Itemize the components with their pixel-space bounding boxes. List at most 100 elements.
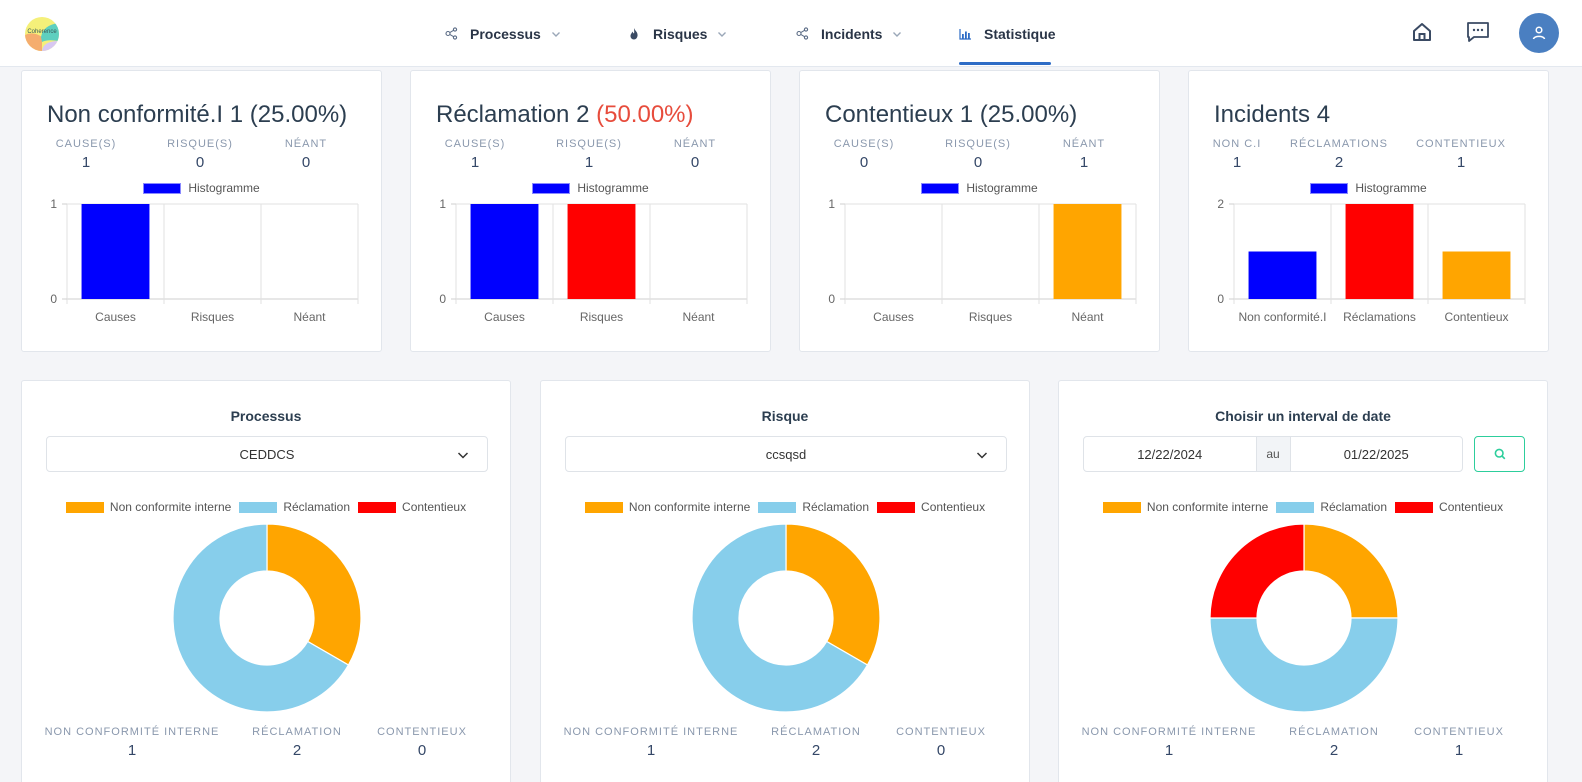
nav-label: Risques [653, 25, 708, 42]
nav-label: Statistique [984, 25, 1056, 42]
donut-slice[interactable] [266, 523, 362, 666]
legend-label: Contentieux [402, 500, 467, 514]
nav-statistique[interactable]: Statistique [959, 0, 1056, 67]
legend-swatch [1395, 501, 1434, 513]
legend-label: Non conformite interne [109, 500, 232, 514]
bar-chart: 0 1 Causes Risques Néant [828, 197, 1137, 324]
kpi-label: Néant [673, 138, 717, 150]
legend-item[interactable]: Contentieux [877, 500, 985, 514]
kpi-neant: Néant 0 [246, 138, 366, 171]
donut-slice[interactable] [172, 523, 350, 713]
legend-label: Non conformite interne [1146, 500, 1269, 514]
legend-item[interactable]: Réclamation [1276, 500, 1387, 514]
bar[interactable] [1053, 204, 1122, 299]
bar[interactable] [470, 204, 539, 299]
legend-label: Réclamation [1320, 500, 1388, 514]
x-tick-label: Contentieux [1444, 310, 1508, 324]
user-avatar-button[interactable] [1519, 13, 1559, 53]
home-icon [1413, 23, 1431, 41]
donut-chart [691, 523, 881, 713]
y-tick-label: 2 [1217, 197, 1224, 211]
legend-item[interactable]: Non conformite interne [1102, 500, 1269, 514]
kpi-label: Contentieux [1416, 138, 1506, 150]
kpi-label: Néant [1062, 138, 1106, 150]
kpi-non-conformite: Non conformité interne 1 [1079, 726, 1259, 759]
bar[interactable] [1442, 251, 1511, 300]
stat-title: Incidents 4 [1214, 101, 1330, 129]
kpi-label: Contentieux [1414, 726, 1504, 738]
donut-legend: Non conformite interne Réclamation Content… [1059, 500, 1547, 514]
search-button[interactable] [1474, 436, 1525, 472]
donut-slice[interactable] [1303, 523, 1399, 619]
kpi-label: Cause(s) [444, 138, 506, 150]
kpi-label: Non conformité interne [1081, 726, 1257, 738]
donut-slice[interactable] [785, 523, 881, 666]
chevron-down-icon [551, 29, 561, 39]
x-tick-label: Réclamations [1343, 310, 1416, 324]
bar[interactable] [1345, 204, 1414, 299]
chart-legend[interactable]: Histogramme [800, 181, 1159, 195]
nav-incidents[interactable]: Incidents [795, 0, 902, 67]
kpi-risques: Risque(s) 0 [918, 138, 1038, 171]
kpi-contentieux: Contentieux 0 [362, 726, 482, 759]
kpi-value: 1 [81, 154, 91, 171]
donut-slice[interactable] [691, 523, 869, 713]
donut-legend: Non conformite interne Réclamation Content… [541, 500, 1029, 514]
messages-button[interactable] [1465, 19, 1491, 45]
kpi-value: 1 [646, 742, 656, 759]
legend-label: Histogramme [188, 181, 260, 195]
chat-icon [1467, 22, 1489, 42]
date-separator: au [1255, 437, 1291, 471]
legend-item[interactable]: Réclamation [758, 500, 869, 514]
chart-legend[interactable]: Histogramme [22, 181, 381, 195]
y-tick-label: 0 [828, 292, 835, 306]
kpi-reclamation: Réclamation 2 [756, 726, 876, 759]
kpi-label: Contentieux [377, 726, 467, 738]
bar[interactable] [567, 204, 636, 299]
kpi-reclamation: Réclamation 2 [237, 726, 357, 759]
y-tick-label: 1 [50, 197, 57, 211]
date-from-input[interactable]: 12/22/2024 [1137, 446, 1203, 462]
bar[interactable] [81, 204, 150, 299]
kpi-value: 0 [417, 742, 427, 759]
kpi-contentieux: Contentieux 0 [881, 726, 1001, 759]
legend-item[interactable]: Contentieux [1395, 500, 1503, 514]
stat-title-label: Non conformité.I [47, 101, 224, 128]
kpi-value: 1 [584, 154, 594, 171]
stat-title: Contentieux 1 (25.00%) [825, 101, 1077, 129]
kpi-contentieux: Contentieux 1 [1401, 138, 1521, 171]
legend-item[interactable]: Contentieux [358, 500, 466, 514]
legend-item[interactable]: Non conformite interne [65, 500, 232, 514]
kpi-non-conformite: Non conformité interne 1 [42, 726, 222, 759]
section-title: Processus [230, 408, 302, 424]
donut-slice[interactable] [1209, 617, 1399, 713]
date-to-input[interactable]: 01/22/2025 [1343, 446, 1409, 462]
legend-item[interactable]: Non conformite interne [584, 500, 750, 514]
kpi-value: 0 [690, 154, 700, 171]
donut-legend: Non conformite interne Réclamation Content… [22, 500, 510, 514]
kpi-label: Contentieux [896, 726, 986, 738]
kpi-causes: Cause(s) 1 [26, 138, 146, 171]
risque-select[interactable]: ccsqsd [565, 436, 1007, 472]
logo[interactable]: Coherence [25, 17, 59, 51]
legend-swatch [1276, 501, 1315, 513]
donut-slice[interactable] [1209, 523, 1305, 619]
x-tick-label: Causes [484, 310, 525, 324]
kpi-value: 0 [195, 154, 205, 171]
legend-swatch [758, 501, 797, 513]
kpi-label: Réclamation [1289, 726, 1379, 738]
nav-processus[interactable]: Processus [444, 0, 561, 67]
x-tick-label: Risques [191, 310, 234, 324]
home-button[interactable] [1409, 19, 1435, 45]
chevron-down-icon [976, 449, 988, 464]
processus-select[interactable]: CEDDCS [46, 436, 488, 472]
nav-label: Processus [470, 25, 541, 42]
legend-item[interactable]: Réclamation [239, 500, 350, 514]
kpi-neant: Néant 1 [1024, 138, 1144, 171]
chart-legend[interactable]: Histogramme [1189, 181, 1548, 195]
bar[interactable] [1248, 251, 1317, 300]
stat-percent: (25.00%) [249, 101, 348, 128]
chart-legend[interactable]: Histogramme [411, 181, 770, 195]
nav-risques[interactable]: Risques [627, 0, 727, 67]
bar-chart: 0 2 Non conformité.I Réclamations Contentieu… [1217, 197, 1526, 324]
